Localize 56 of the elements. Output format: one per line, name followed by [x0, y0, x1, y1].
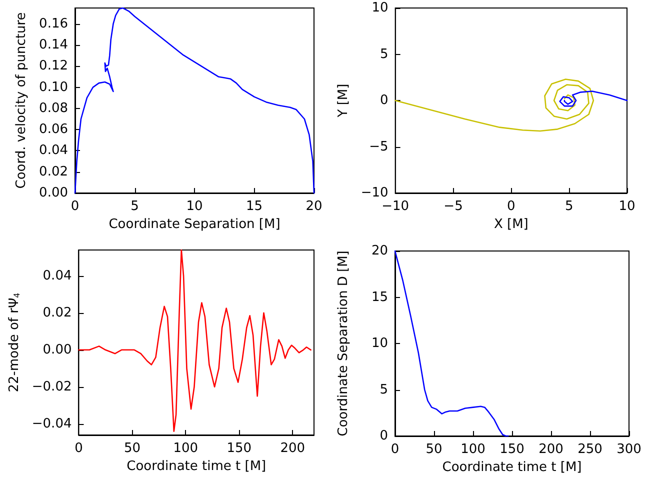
y-tick-label: −10: [360, 186, 388, 200]
y-tick-label: 20: [371, 244, 388, 258]
y-axis-title: Y [M]: [336, 84, 351, 118]
y-tick-label: 0.14: [39, 38, 68, 52]
x-axis-title: Coordinate time t [M]: [126, 458, 266, 474]
y-tick-label: −5: [369, 139, 388, 154]
y-tick-label: 0: [380, 93, 388, 108]
y-tick-label: 10: [371, 336, 388, 351]
x-tick-label: 10: [186, 199, 203, 214]
x-tick-label: 100: [173, 441, 198, 456]
y-tick-label: −0.02: [32, 379, 72, 394]
x-tick-label: 200: [538, 442, 564, 457]
x-tick-label: 15: [246, 199, 263, 214]
y-tick-label: 0.12: [39, 58, 68, 74]
y-axis-title: Coord. velocity of puncture: [14, 12, 30, 189]
x-tick-label: 50: [426, 442, 442, 457]
y-tick-label: 5: [380, 46, 388, 62]
x-tick-label: 20: [306, 199, 322, 214]
line-series: [74, 7, 315, 194]
y-tick-label: 0.06: [39, 122, 68, 138]
y-tick-label: 0.00: [42, 342, 72, 358]
y-axis-title: Coordinate Separation D [M]: [336, 250, 351, 436]
x-axis-title: Coordinate time t [M]: [442, 460, 582, 475]
x-tick-label: 150: [226, 441, 252, 456]
y-tick-label: 0.02: [42, 305, 72, 320]
y-axis-title: 22-mode of rΨ4: [7, 292, 22, 392]
y-tick-label: 0.04: [39, 143, 68, 158]
y-tick-label: 0.10: [39, 80, 68, 95]
y-tick-label: 0.02: [39, 164, 68, 180]
y-tick-label: 15: [371, 290, 388, 305]
x-tick-label: 100: [460, 442, 486, 457]
x-tick-label: 10: [618, 199, 636, 214]
x-tick-label: 5: [564, 199, 574, 214]
line-series: [394, 78, 594, 132]
x-tick-label: 0: [74, 441, 83, 456]
y-tick-label: −0.04: [32, 416, 72, 432]
x-tick-label: −5: [444, 199, 463, 214]
y-tick-label: 5: [380, 382, 388, 398]
line-series: [559, 90, 628, 107]
y-tick-label: 0.00: [39, 186, 68, 200]
y-tick-label: 10: [372, 0, 388, 16]
x-tick-label: 50: [124, 441, 140, 456]
line-series: [78, 249, 312, 432]
x-axis-title: X [M]: [494, 216, 528, 232]
x-tick-label: 250: [578, 442, 602, 457]
x-tick-label: 300: [616, 442, 642, 457]
y-tick-label: 0.16: [39, 16, 68, 32]
x-tick-label: 5: [130, 199, 139, 214]
x-tick-label: 150: [500, 442, 524, 457]
x-tick-label: 0: [507, 199, 516, 214]
x-tick-label: 0: [390, 442, 400, 457]
x-axis-title: Coordinate Separation [M]: [108, 216, 280, 232]
y-tick-label: 0.04: [42, 268, 72, 284]
y-tick-label: 0: [380, 428, 388, 444]
x-tick-label: 200: [280, 441, 306, 456]
y-tick-label: 0.08: [39, 100, 68, 116]
